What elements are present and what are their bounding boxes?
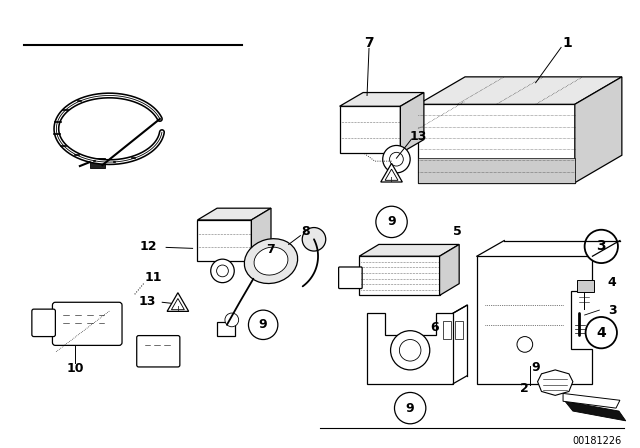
Text: 9: 9 bbox=[406, 401, 415, 414]
Text: 12: 12 bbox=[140, 240, 157, 253]
Bar bbox=[418, 158, 575, 183]
Text: 2: 2 bbox=[520, 382, 529, 395]
Polygon shape bbox=[385, 169, 398, 181]
Bar bbox=[444, 321, 451, 339]
Text: 6: 6 bbox=[430, 321, 439, 334]
Polygon shape bbox=[252, 208, 271, 261]
Circle shape bbox=[390, 331, 430, 370]
Text: 10: 10 bbox=[66, 362, 84, 375]
Text: 4: 4 bbox=[608, 276, 616, 289]
Text: 7: 7 bbox=[267, 243, 275, 256]
Circle shape bbox=[394, 392, 426, 424]
Ellipse shape bbox=[254, 247, 288, 275]
Text: 7: 7 bbox=[364, 35, 374, 50]
Bar bbox=[455, 321, 463, 339]
Polygon shape bbox=[563, 393, 620, 408]
Polygon shape bbox=[167, 293, 189, 311]
Circle shape bbox=[586, 317, 617, 349]
Text: !: ! bbox=[390, 177, 393, 183]
Text: 11: 11 bbox=[145, 271, 162, 284]
Polygon shape bbox=[198, 220, 252, 261]
Text: 1: 1 bbox=[562, 35, 572, 50]
Text: 8: 8 bbox=[301, 225, 310, 238]
Polygon shape bbox=[359, 245, 459, 256]
Circle shape bbox=[517, 336, 532, 352]
Bar bbox=[90, 158, 106, 168]
Polygon shape bbox=[367, 313, 453, 383]
Polygon shape bbox=[418, 104, 575, 183]
Polygon shape bbox=[340, 93, 424, 106]
Text: 5: 5 bbox=[453, 225, 461, 238]
Circle shape bbox=[584, 230, 618, 263]
Text: 9: 9 bbox=[259, 319, 268, 332]
Polygon shape bbox=[381, 164, 403, 182]
Text: 9: 9 bbox=[531, 362, 540, 375]
FancyBboxPatch shape bbox=[32, 309, 56, 336]
Polygon shape bbox=[172, 298, 184, 310]
Circle shape bbox=[390, 152, 403, 166]
Text: 13: 13 bbox=[139, 295, 156, 308]
Text: 13: 13 bbox=[410, 130, 427, 143]
Circle shape bbox=[248, 310, 278, 340]
Polygon shape bbox=[418, 77, 622, 104]
Circle shape bbox=[399, 340, 421, 361]
Polygon shape bbox=[401, 93, 424, 153]
FancyBboxPatch shape bbox=[137, 336, 180, 367]
Polygon shape bbox=[538, 370, 573, 396]
Ellipse shape bbox=[244, 239, 298, 284]
Circle shape bbox=[211, 259, 234, 283]
Text: 4: 4 bbox=[596, 326, 606, 340]
Polygon shape bbox=[359, 256, 440, 295]
Circle shape bbox=[225, 313, 239, 327]
Text: 3: 3 bbox=[596, 239, 606, 254]
Polygon shape bbox=[575, 77, 622, 183]
Circle shape bbox=[216, 265, 228, 277]
FancyBboxPatch shape bbox=[339, 267, 362, 289]
FancyBboxPatch shape bbox=[52, 302, 122, 345]
Bar bbox=[217, 322, 235, 336]
Circle shape bbox=[376, 206, 407, 237]
Polygon shape bbox=[198, 208, 271, 220]
Polygon shape bbox=[340, 106, 401, 153]
Text: 9: 9 bbox=[387, 215, 396, 228]
Polygon shape bbox=[440, 245, 459, 295]
Polygon shape bbox=[565, 401, 626, 421]
Text: !: ! bbox=[177, 306, 179, 312]
Circle shape bbox=[383, 146, 410, 173]
Polygon shape bbox=[477, 256, 593, 383]
Text: 3: 3 bbox=[608, 304, 616, 317]
Text: 00181226: 00181226 bbox=[573, 435, 622, 446]
Circle shape bbox=[302, 228, 326, 251]
Bar bbox=[577, 280, 595, 293]
